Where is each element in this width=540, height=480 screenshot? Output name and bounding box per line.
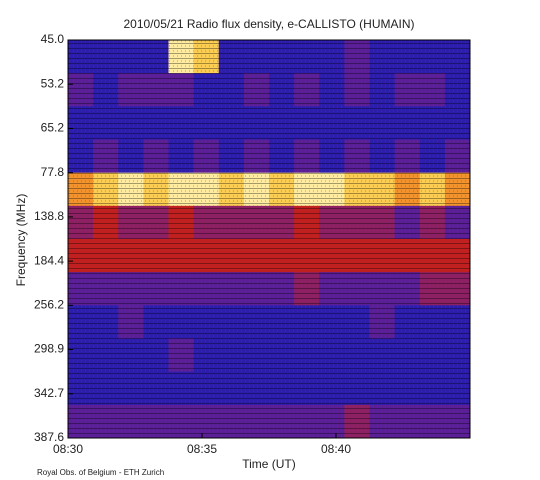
y-tick-label: 256.2: [34, 298, 64, 312]
y-tick-label: 53.2: [41, 76, 65, 90]
x-tick-label: 08:40: [321, 442, 351, 456]
y-tick-label: 65.2: [41, 121, 65, 135]
y-tick-label: 342.7: [34, 386, 64, 400]
x-axis-label: Time (UT): [242, 457, 296, 471]
y-tick-label: 184.4: [34, 253, 64, 267]
y-tick-label: 138.8: [34, 209, 64, 223]
chart-title: 2010/05/21 Radio flux density, e-CALLIST…: [123, 17, 414, 31]
y-tick-label: 298.9: [34, 342, 64, 356]
y-tick-label: 387.6: [34, 430, 64, 444]
texture: [68, 40, 470, 438]
y-axis-label: Frequency (MHz): [14, 194, 28, 287]
x-tick-label: 08:30: [53, 442, 83, 456]
x-tick-label: 08:35: [187, 442, 217, 456]
plot-frame: [67, 39, 471, 439]
source-note: Royal Obs. of Belgium - ETH Zurich: [37, 468, 164, 477]
y-tick-label: 77.8: [41, 165, 65, 179]
y-tick-label: 45.0: [41, 32, 65, 46]
